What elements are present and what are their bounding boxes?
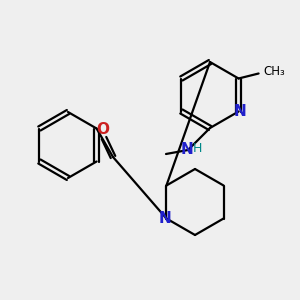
Text: N: N bbox=[159, 211, 172, 226]
Text: N: N bbox=[233, 104, 246, 119]
Text: CH₃: CH₃ bbox=[264, 65, 285, 78]
Text: N: N bbox=[181, 142, 194, 158]
Text: O: O bbox=[97, 122, 110, 136]
Text: H: H bbox=[192, 142, 202, 154]
